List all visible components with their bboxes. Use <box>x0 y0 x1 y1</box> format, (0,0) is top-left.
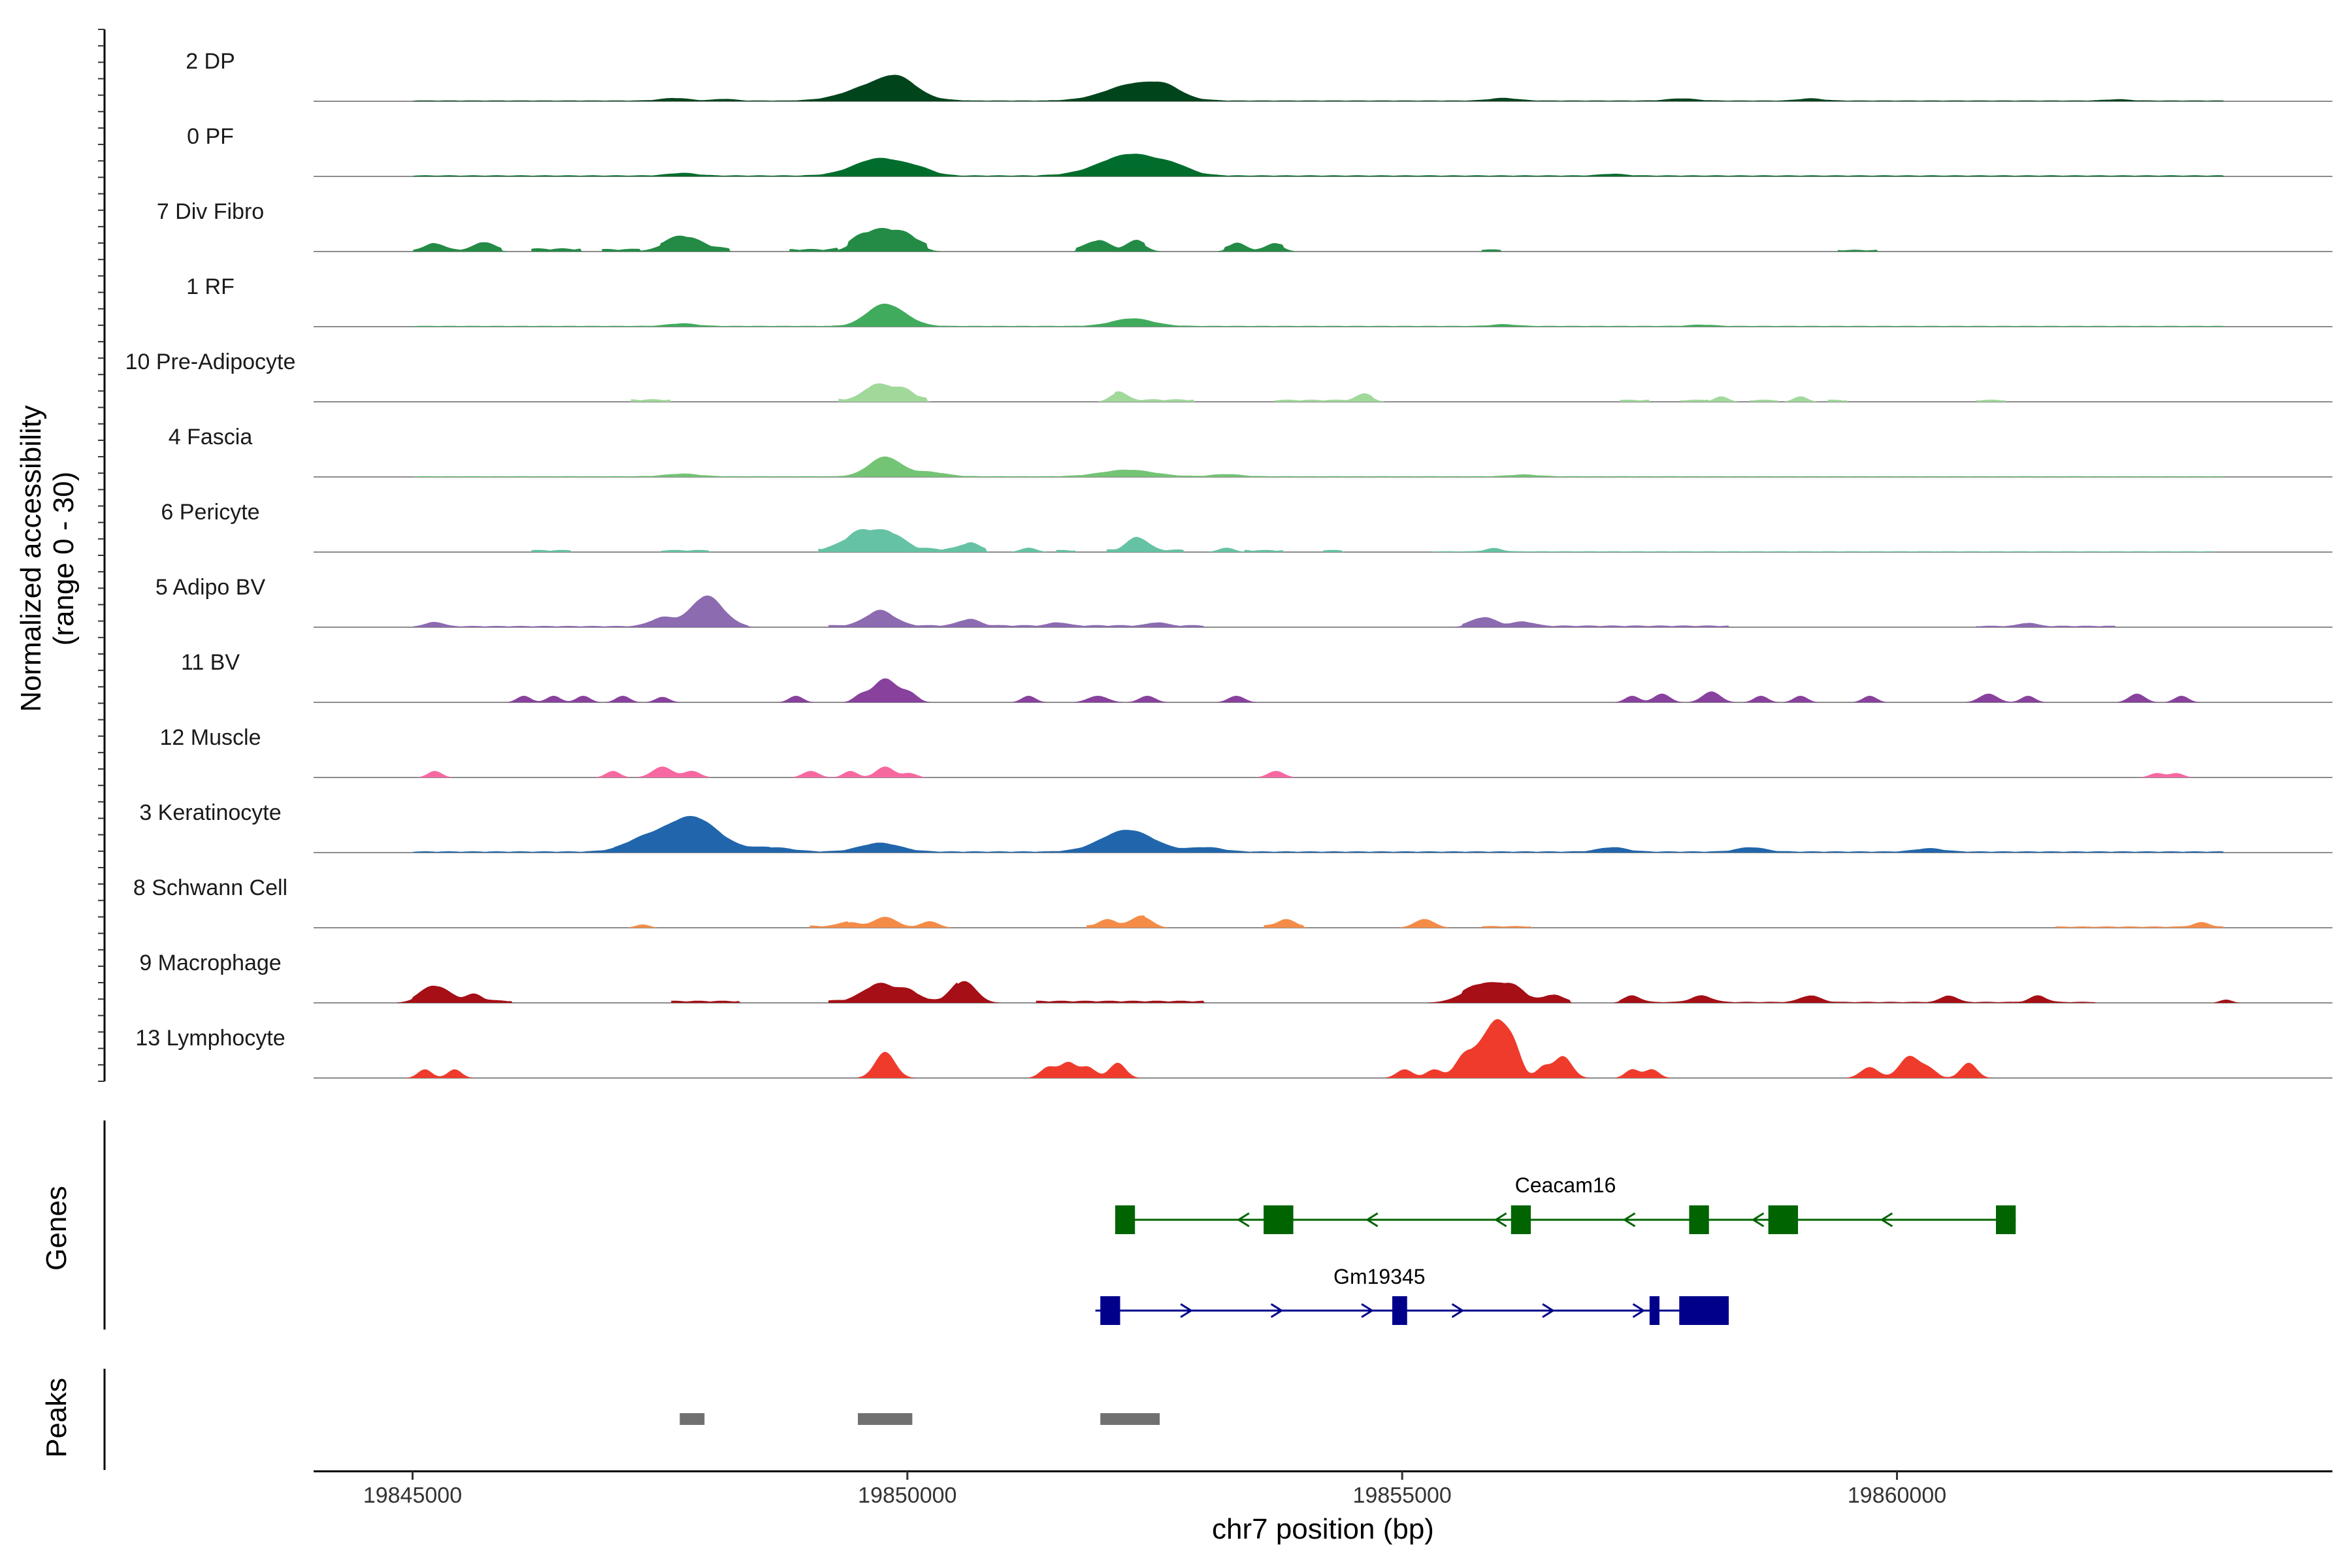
coverage-area <box>630 383 2007 402</box>
coverage-area <box>419 766 2193 777</box>
coverage-track: 7 Div Fibro <box>157 199 2332 252</box>
gene-exon <box>1996 1205 2016 1234</box>
track-label: 11 BV <box>181 650 240 675</box>
track-label: 0 PF <box>187 124 234 149</box>
coverage-track: 1 RF <box>186 274 2332 327</box>
strand-arrow <box>1270 1303 1284 1318</box>
gene-exon <box>1511 1205 1531 1234</box>
x-tick-label: 19845000 <box>363 1483 462 1508</box>
coverage-tracks: 2 DP 0 PF 7 Div Fibro 1 RF 10 Pre-Adipocyte 4… <box>98 29 2332 1082</box>
track-label: 1 RF <box>186 274 235 299</box>
strand-arrow <box>1880 1212 1893 1228</box>
track-label: 3 Keratinocyte <box>139 800 281 825</box>
coverage-track: 4 Fascia <box>169 425 2332 478</box>
coverage-area <box>413 227 1878 252</box>
gene-exon <box>1768 1205 1799 1234</box>
gene-exon <box>1115 1205 1135 1234</box>
peak-region <box>679 1413 705 1425</box>
coverage-track: 3 Keratinocyte <box>139 800 2332 853</box>
track-label: 9 Macrophage <box>139 951 281 975</box>
peak-region <box>1100 1413 1160 1425</box>
coverage-area <box>407 1019 1993 1078</box>
coverage-track: 5 Adipo BV <box>155 575 2332 628</box>
x-tick-label: 19855000 <box>1353 1483 1452 1508</box>
gene-label: Ceacam16 <box>1515 1173 1616 1197</box>
coverage-track: 9 Macrophage <box>139 951 2332 1004</box>
gene-exon <box>1679 1296 1729 1325</box>
x-tick-label: 19860000 <box>1848 1483 1946 1508</box>
genes-panel: Ceacam16 Gm19345 <box>103 1120 2016 1330</box>
strand-arrow <box>1622 1212 1636 1228</box>
coverage-area <box>413 154 2225 176</box>
gene-label: Gm19345 <box>1333 1265 1426 1288</box>
genes-panel-title: Genes <box>41 1186 73 1271</box>
coverage-area <box>531 529 2214 552</box>
gene-exon <box>1264 1205 1294 1234</box>
track-label: 5 Adipo BV <box>155 575 266 600</box>
coverage-area <box>628 915 2225 928</box>
strand-arrow <box>1180 1303 1193 1318</box>
peaks-panel <box>103 1369 1160 1470</box>
strand-arrow <box>1494 1212 1507 1228</box>
gene-model: Gm19345 <box>1095 1265 1729 1325</box>
track-label: 7 Div Fibro <box>157 199 264 224</box>
gene-exon <box>1689 1205 1709 1234</box>
coverage-track: 8 Schwann Cell <box>133 875 2332 928</box>
strand-arrow <box>1236 1212 1250 1228</box>
coverage-area <box>413 74 2225 101</box>
track-label: 2 DP <box>186 49 235 74</box>
coverage-track: 10 Pre-Adipocyte <box>125 350 2332 402</box>
strand-arrow <box>1361 1303 1374 1318</box>
y-axis-title: Normalized accessibility(range 0 - 30) <box>15 405 80 711</box>
track-label: 6 Pericyte <box>161 500 259 525</box>
peaks-panel-title: Peaks <box>41 1378 73 1458</box>
strand-arrow <box>1632 1303 1646 1318</box>
peak-region <box>858 1413 913 1425</box>
strand-arrow <box>1542 1303 1555 1318</box>
strand-arrow <box>1451 1303 1465 1318</box>
y-axis-title-line: Normalized accessibility <box>15 405 47 711</box>
coverage-track: 6 Pericyte <box>161 500 2332 553</box>
gene-exon <box>1649 1296 1659 1325</box>
track-label: 12 Muscle <box>160 725 261 750</box>
track-label: 4 Fascia <box>169 425 253 449</box>
gene-model: Ceacam16 <box>1115 1173 2016 1234</box>
coverage-area <box>413 303 2225 327</box>
coverage-track: 0 PF <box>187 124 2332 177</box>
track-label: 10 Pre-Adipocyte <box>125 350 296 374</box>
coverage-area <box>413 815 2225 853</box>
coverage-track: 2 DP <box>186 49 2332 102</box>
coverage-area <box>413 456 2225 477</box>
coverage-track: 11 BV <box>181 650 2332 703</box>
track-label: 8 Schwann Cell <box>133 875 287 900</box>
coverage-area <box>508 678 2200 702</box>
track-label: 13 Lymphocyte <box>135 1026 285 1051</box>
y-axis-title-line: (range 0 - 30) <box>48 472 80 646</box>
gene-exon <box>1392 1296 1407 1325</box>
strand-arrow <box>1751 1212 1765 1228</box>
coverage-area <box>413 595 2116 627</box>
x-tick-label: 19850000 <box>858 1483 956 1508</box>
coverage-track: 12 Muscle <box>160 725 2332 778</box>
x-axis: 19845000 19850000 19855000 19860000 <box>314 1470 2332 1508</box>
coverage-track: 13 Lymphocyte <box>135 1019 2332 1079</box>
strand-arrow <box>1365 1212 1379 1228</box>
gene-exon <box>1100 1296 1120 1325</box>
x-axis-title: chr7 position (bp) <box>1212 1513 1434 1545</box>
coverage-area <box>397 981 2240 1003</box>
